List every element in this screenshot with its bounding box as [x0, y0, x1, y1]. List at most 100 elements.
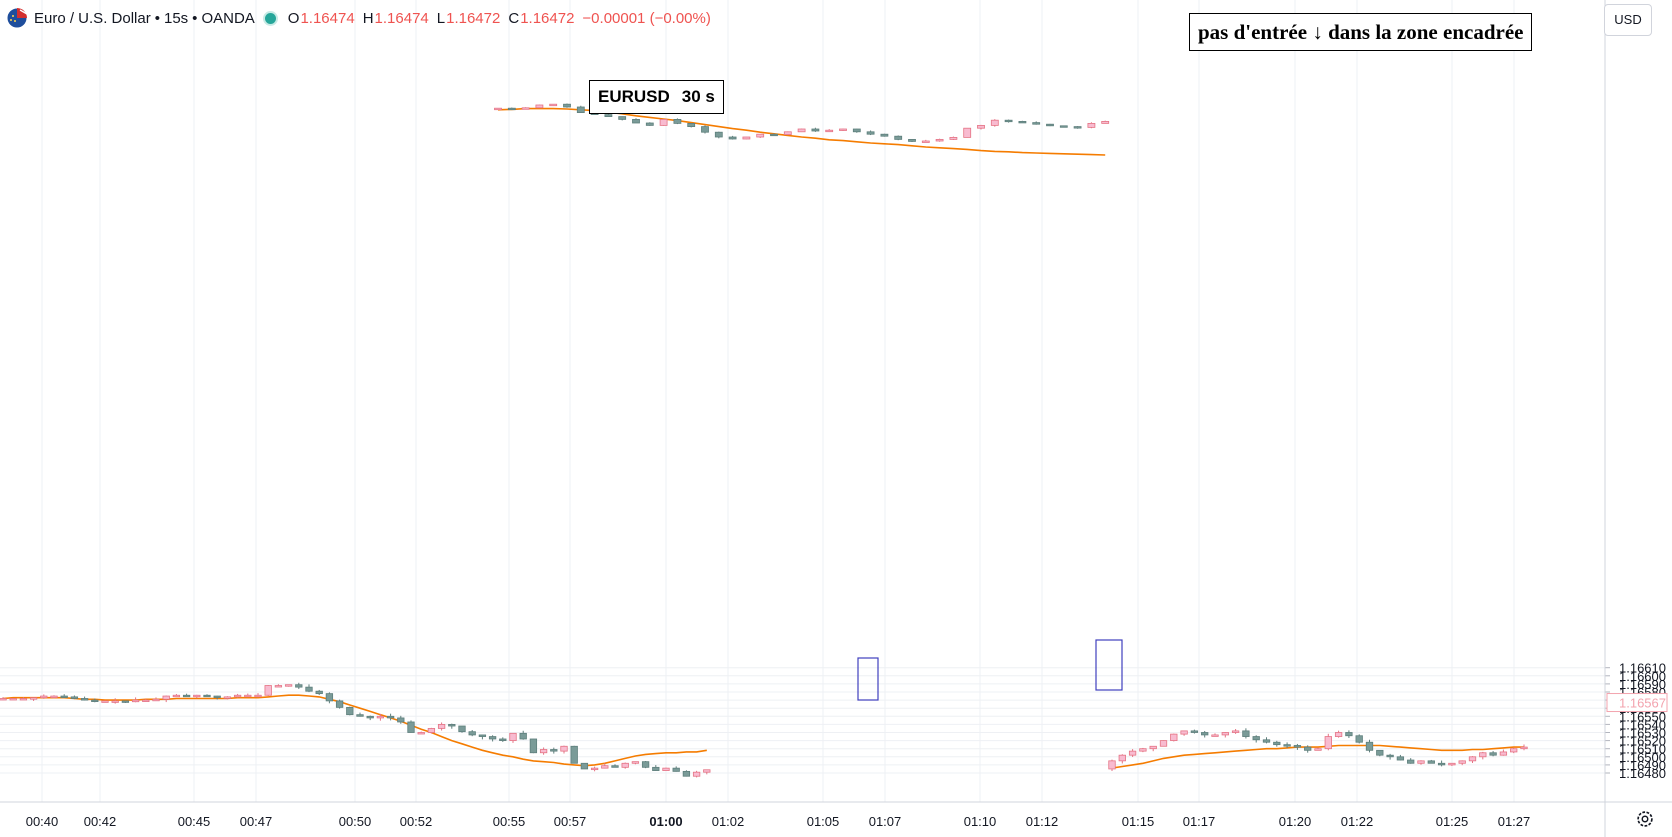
candle	[714, 131, 723, 138]
candle	[1520, 746, 1528, 750]
candle	[652, 766, 660, 771]
candle	[407, 721, 415, 733]
price-tick-label: 1.16480	[1619, 766, 1666, 781]
candle	[728, 136, 737, 140]
market-status-icon[interactable]	[264, 12, 276, 24]
candle	[60, 695, 68, 698]
candle	[1355, 735, 1363, 743]
candle	[9, 698, 17, 701]
candle	[570, 745, 578, 764]
candle	[80, 698, 89, 701]
price-tick-label: 1.16590	[1619, 677, 1666, 692]
candle	[417, 732, 425, 735]
time-tick-label: 00:52	[400, 814, 433, 829]
candle	[770, 133, 778, 137]
candle	[1386, 754, 1394, 758]
price-tick-label: 1.16510	[1619, 742, 1666, 757]
close-label: C	[508, 9, 520, 27]
candle	[519, 732, 527, 740]
candle	[1376, 749, 1384, 756]
candle	[121, 700, 130, 703]
candle	[315, 690, 323, 695]
annotation-no-entry[interactable]: pas d'entrée ↓ dans la zone encadrée	[1189, 13, 1533, 51]
inset-interval: 30 s	[681, 87, 715, 106]
candle	[40, 695, 48, 699]
time-tick-label: 01:15	[1122, 814, 1155, 829]
candle	[662, 767, 670, 771]
candle	[397, 717, 405, 723]
time-tick-label: 01:07	[869, 814, 902, 829]
candle	[1365, 741, 1374, 751]
candle	[274, 685, 283, 688]
candle	[783, 131, 792, 136]
candle	[672, 767, 680, 772]
high-value: 1.16474	[374, 9, 429, 27]
candle	[580, 762, 589, 770]
candle	[1087, 123, 1096, 128]
candle	[284, 684, 293, 687]
annotation-inset-label[interactable]: EURUSD 30 s	[589, 80, 724, 114]
candle	[825, 129, 834, 133]
change-value: −0.00001 (−0.00%)	[582, 9, 711, 27]
candle	[494, 107, 502, 111]
candle	[101, 700, 109, 703]
candle	[692, 771, 701, 777]
entry-box	[857, 657, 879, 701]
candle	[631, 761, 640, 764]
time-tick-label: 00:47	[240, 814, 273, 829]
moving-average-line	[2, 694, 707, 767]
time-tick-label: 00:40	[26, 814, 59, 829]
time-tick-label: 01:00	[649, 814, 682, 829]
candle	[1046, 123, 1054, 127]
candle	[921, 140, 930, 143]
symbol-legend[interactable]: Euro / U.S. Dollar • 15s • OANDA O 1.1647…	[6, 6, 719, 30]
candle	[162, 695, 170, 700]
candle	[894, 135, 903, 140]
low-label: L	[436, 9, 446, 27]
candle	[839, 128, 847, 131]
candle	[50, 695, 58, 698]
symbol-name: Euro / U.S. Dollar	[34, 9, 151, 27]
candle	[659, 119, 668, 126]
low-value: 1.16472	[446, 9, 501, 27]
candle	[91, 699, 99, 702]
candle	[1128, 750, 1137, 756]
moving-average-line	[1111, 744, 1524, 769]
separator: •	[192, 9, 198, 27]
candle	[641, 761, 650, 768]
price-tick-label: 1.16550	[1619, 709, 1666, 724]
time-tick-label: 01:10	[964, 814, 997, 829]
candle	[1489, 752, 1497, 756]
time-tick-label: 00:45	[178, 814, 211, 829]
candle	[1004, 119, 1013, 123]
candle	[618, 116, 627, 120]
candle	[1059, 125, 1068, 128]
candle	[1417, 760, 1425, 764]
candle	[645, 122, 654, 126]
currency-button[interactable]: USD	[1604, 4, 1652, 36]
candle	[376, 715, 385, 719]
candle	[203, 694, 211, 698]
candle	[535, 104, 544, 109]
separator: •	[154, 9, 160, 27]
candle	[1242, 730, 1250, 737]
high-label: H	[362, 9, 374, 27]
candle	[427, 728, 436, 733]
candle	[560, 745, 568, 752]
last-price-label: 1.16567	[1619, 696, 1666, 711]
entry-box	[1095, 639, 1123, 691]
candle	[1468, 756, 1477, 762]
symbol-exchange: OANDA	[201, 9, 255, 27]
candle	[509, 732, 517, 741]
candle	[1510, 748, 1518, 753]
time-tick-label: 01:17	[1183, 814, 1216, 829]
candle	[550, 749, 558, 752]
candle	[335, 700, 344, 708]
open-label: O	[287, 9, 300, 27]
candle	[1324, 736, 1332, 750]
price-tick-label: 1.16600	[1619, 669, 1666, 684]
price-tick-label: 1.16530	[1619, 726, 1666, 741]
gear-icon[interactable]	[1634, 808, 1656, 830]
